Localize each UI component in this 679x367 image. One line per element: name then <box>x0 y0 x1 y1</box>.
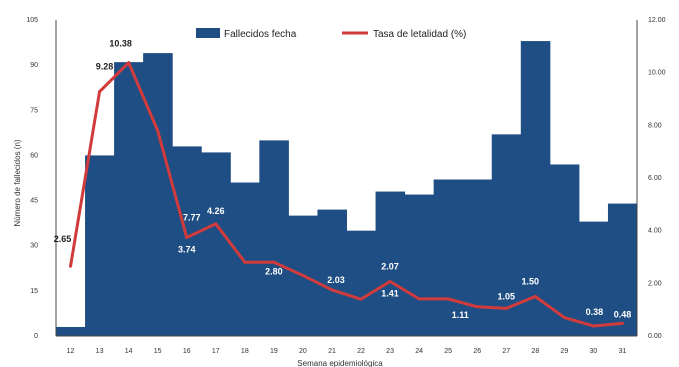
line-point <box>272 260 276 264</box>
y2-tick-label: 4.00 <box>648 228 662 235</box>
line-point <box>98 90 102 94</box>
x-tick-label: 28 <box>531 348 539 355</box>
bar <box>607 203 638 336</box>
line-point <box>388 279 392 283</box>
bar <box>433 179 464 336</box>
x-tick-label: 29 <box>560 348 568 355</box>
bar <box>85 155 115 336</box>
data-label: 3.74 <box>178 245 196 255</box>
y2-tick-label: 8.00 <box>648 122 662 129</box>
line-point <box>185 236 189 240</box>
line-point <box>243 260 247 264</box>
legend-label-tasa: Tasa de letalidad (%) <box>373 29 466 40</box>
legend-swatch-fallecidos <box>196 28 220 38</box>
data-label: 10.38 <box>109 39 132 49</box>
x-tick-label: 31 <box>619 348 627 355</box>
x-tick-label: 30 <box>590 348 598 355</box>
y-tick-label: 60 <box>30 152 38 159</box>
data-label: 1.41 <box>381 288 399 298</box>
x-tick-label: 16 <box>183 348 191 355</box>
plot-area: 0 15 30 45 60 75 90 105 0.00 2.00 4.00 6.00 8.00 10.0… <box>26 17 665 355</box>
bar <box>143 53 173 336</box>
y-tick-label: 105 <box>26 17 38 24</box>
data-label: 2.65 <box>54 234 72 244</box>
data-label: 1.50 <box>522 277 540 287</box>
line-point <box>127 61 131 65</box>
bar <box>462 179 493 336</box>
y-tick-label: 30 <box>30 243 38 250</box>
bar <box>114 62 144 337</box>
x-tick-label: 17 <box>212 348 220 355</box>
data-label: 4.26 <box>207 206 225 216</box>
y2-tick-label: 10.00 <box>648 70 666 77</box>
bar <box>346 230 377 336</box>
series-line-tasa <box>69 61 623 328</box>
line-point <box>562 316 566 320</box>
x-tick-label: 15 <box>154 348 162 355</box>
x-tick-label: 22 <box>357 348 365 355</box>
line-point <box>475 305 479 309</box>
line-point <box>591 324 595 328</box>
bar <box>520 41 551 337</box>
bar <box>56 326 86 336</box>
bar <box>491 134 522 336</box>
y-tick-label: 0 <box>34 333 38 340</box>
line-point <box>69 264 73 268</box>
x-tick-label: 18 <box>241 348 249 355</box>
line-point <box>359 297 363 301</box>
line-point <box>214 222 218 226</box>
x-tick-label: 27 <box>502 348 510 355</box>
legend-label-fallecidos: Fallecidos fecha <box>224 29 297 40</box>
bar <box>259 140 289 336</box>
x-tick-label: 21 <box>328 348 336 355</box>
x-tick-label: 23 <box>386 348 394 355</box>
line-point <box>446 297 450 301</box>
line-point <box>620 321 624 325</box>
x-tick-label: 24 <box>415 348 423 355</box>
y-axis-title: Número de fallecidos (n) <box>13 139 22 226</box>
data-label: 1.05 <box>498 291 516 301</box>
data-label: 1.11 <box>452 310 469 320</box>
data-label: 0.48 <box>614 309 632 319</box>
bar <box>230 182 260 336</box>
y-tick-label: 45 <box>30 198 38 205</box>
data-label: 9.28 <box>96 62 114 72</box>
x-tick-label: 13 <box>96 348 104 355</box>
data-label: 2.03 <box>327 275 345 285</box>
x-tick-label: 25 <box>444 348 452 355</box>
y-tick-label: 15 <box>30 288 38 295</box>
bar <box>375 191 406 336</box>
bar <box>404 194 435 336</box>
x-tick-label: 20 <box>299 348 307 355</box>
bar <box>578 221 609 336</box>
x-tick-label: 12 <box>67 348 75 355</box>
bar <box>549 164 580 336</box>
data-label: 7.77 <box>183 213 201 223</box>
y2-tick-label: 6.00 <box>648 175 662 182</box>
line-point <box>301 273 305 277</box>
legend: Fallecidos fecha Tasa de letalidad (%) <box>196 28 466 40</box>
y2-tick-label: 0.00 <box>648 333 662 340</box>
bar <box>172 146 202 336</box>
bar <box>201 152 231 336</box>
line-point <box>504 306 508 310</box>
x-tick-label: 19 <box>270 348 278 355</box>
line-point <box>417 297 421 301</box>
data-label: 2.80 <box>265 266 283 276</box>
x-tick-label: 26 <box>473 348 481 355</box>
x-axis-title: Semana epidemiológica <box>297 359 383 367</box>
line-point <box>330 288 334 292</box>
line-point <box>156 129 160 133</box>
line-point <box>533 295 537 298</box>
x-tick-label: 14 <box>125 348 133 355</box>
y2-tick-label: 12.00 <box>648 17 666 24</box>
y-tick-label: 75 <box>30 107 38 114</box>
y-tick-label: 90 <box>30 62 38 69</box>
bar <box>317 209 347 336</box>
y2-tick-label: 2.00 <box>648 280 662 287</box>
data-label: 2.07 <box>381 261 399 271</box>
data-label: 0.38 <box>586 307 604 317</box>
